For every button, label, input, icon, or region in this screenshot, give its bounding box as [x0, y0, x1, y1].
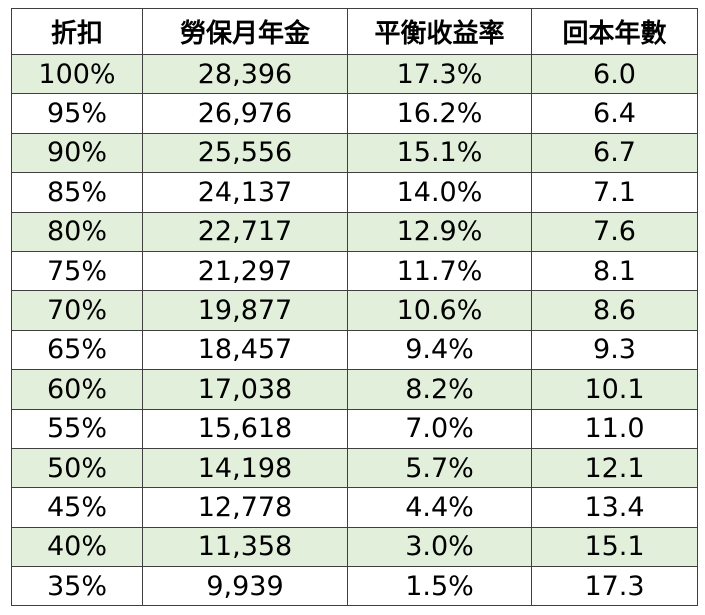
- table-row: 35% 9,939 1.5% 17.3: [11, 566, 698, 607]
- cell-monthly-annuity: 19,877: [142, 290, 348, 331]
- header-return-rate: 平衡收益率: [347, 8, 532, 55]
- cell-payback-years: 15.1: [531, 526, 698, 568]
- cell-return-rate: 3.0%: [347, 526, 532, 568]
- table-row: 70% 19,877 10.6% 8.6: [11, 290, 698, 331]
- cell-return-rate: 1.5%: [347, 566, 532, 607]
- cell-return-rate: 17.3%: [347, 53, 532, 95]
- table-row: 55% 15,618 7.0% 11.0: [11, 408, 698, 449]
- header-row: 折扣 勞保月年金 平衡收益率 回本年數: [11, 8, 698, 55]
- cell-payback-years: 13.4: [531, 487, 698, 528]
- cell-return-rate: 4.4%: [347, 487, 532, 528]
- cell-discount: 50%: [11, 447, 143, 489]
- table-row: 40% 11,358 3.0% 15.1: [11, 526, 698, 568]
- cell-return-rate: 7.0%: [347, 408, 532, 449]
- cell-return-rate: 9.4%: [347, 329, 532, 371]
- table-row: 75% 21,297 11.7% 8.1: [11, 250, 698, 292]
- cell-monthly-annuity: 25,556: [142, 132, 348, 174]
- table-row: 100% 28,396 17.3% 6.0: [11, 53, 698, 95]
- cell-return-rate: 12.9%: [347, 211, 532, 252]
- header-discount: 折扣: [11, 8, 143, 55]
- cell-discount: 45%: [11, 487, 143, 528]
- table-row: 80% 22,717 12.9% 7.6: [11, 211, 698, 252]
- cell-payback-years: 10.1: [531, 369, 698, 410]
- cell-discount: 100%: [11, 53, 143, 95]
- cell-discount: 90%: [11, 132, 143, 174]
- table-row: 65% 18,457 9.4% 9.3: [11, 329, 698, 371]
- cell-payback-years: 7.1: [531, 172, 698, 213]
- cell-monthly-annuity: 14,198: [142, 447, 348, 489]
- cell-monthly-annuity: 24,137: [142, 172, 348, 213]
- table-row: 85% 24,137 14.0% 7.1: [11, 172, 698, 213]
- cell-return-rate: 8.2%: [347, 369, 532, 410]
- table-row: 50% 14,198 5.7% 12.1: [11, 447, 698, 489]
- cell-discount: 60%: [11, 369, 143, 410]
- cell-payback-years: 11.0: [531, 408, 698, 449]
- cell-monthly-annuity: 28,396: [142, 53, 348, 95]
- cell-payback-years: 7.6: [531, 211, 698, 252]
- table-row: 95% 26,976 16.2% 6.4: [11, 93, 698, 134]
- cell-payback-years: 6.0: [531, 53, 698, 95]
- cell-return-rate: 11.7%: [347, 250, 532, 292]
- cell-discount: 75%: [11, 250, 143, 292]
- cell-return-rate: 15.1%: [347, 132, 532, 174]
- pension-discount-table: 折扣 勞保月年金 平衡收益率 回本年數 100% 28,396 17.3% 6.…: [11, 8, 698, 607]
- cell-return-rate: 10.6%: [347, 290, 532, 331]
- cell-payback-years: 9.3: [531, 329, 698, 371]
- cell-discount: 80%: [11, 211, 143, 252]
- cell-discount: 85%: [11, 172, 143, 213]
- cell-discount: 95%: [11, 93, 143, 134]
- cell-discount: 55%: [11, 408, 143, 449]
- cell-monthly-annuity: 9,939: [142, 566, 348, 607]
- header-monthly-annuity: 勞保月年金: [142, 8, 348, 55]
- cell-discount: 35%: [11, 566, 143, 607]
- cell-discount: 70%: [11, 290, 143, 331]
- cell-return-rate: 14.0%: [347, 172, 532, 213]
- cell-monthly-annuity: 12,778: [142, 487, 348, 528]
- cell-monthly-annuity: 26,976: [142, 93, 348, 134]
- table-row: 60% 17,038 8.2% 10.1: [11, 369, 698, 410]
- cell-monthly-annuity: 22,717: [142, 211, 348, 252]
- cell-monthly-annuity: 11,358: [142, 526, 348, 568]
- table-row: 45% 12,778 4.4% 13.4: [11, 487, 698, 528]
- cell-payback-years: 8.1: [531, 250, 698, 292]
- cell-payback-years: 6.4: [531, 93, 698, 134]
- header-payback-years: 回本年數: [531, 8, 698, 55]
- cell-monthly-annuity: 21,297: [142, 250, 348, 292]
- cell-monthly-annuity: 18,457: [142, 329, 348, 371]
- table-body: 100% 28,396 17.3% 6.0 95% 26,976 16.2% 6…: [11, 53, 698, 607]
- cell-discount: 65%: [11, 329, 143, 371]
- cell-monthly-annuity: 15,618: [142, 408, 348, 449]
- cell-payback-years: 17.3: [531, 566, 698, 607]
- cell-payback-years: 8.6: [531, 290, 698, 331]
- cell-monthly-annuity: 17,038: [142, 369, 348, 410]
- cell-payback-years: 6.7: [531, 132, 698, 174]
- cell-payback-years: 12.1: [531, 447, 698, 489]
- cell-return-rate: 5.7%: [347, 447, 532, 489]
- cell-return-rate: 16.2%: [347, 93, 532, 134]
- table-row: 90% 25,556 15.1% 6.7: [11, 132, 698, 174]
- cell-discount: 40%: [11, 526, 143, 568]
